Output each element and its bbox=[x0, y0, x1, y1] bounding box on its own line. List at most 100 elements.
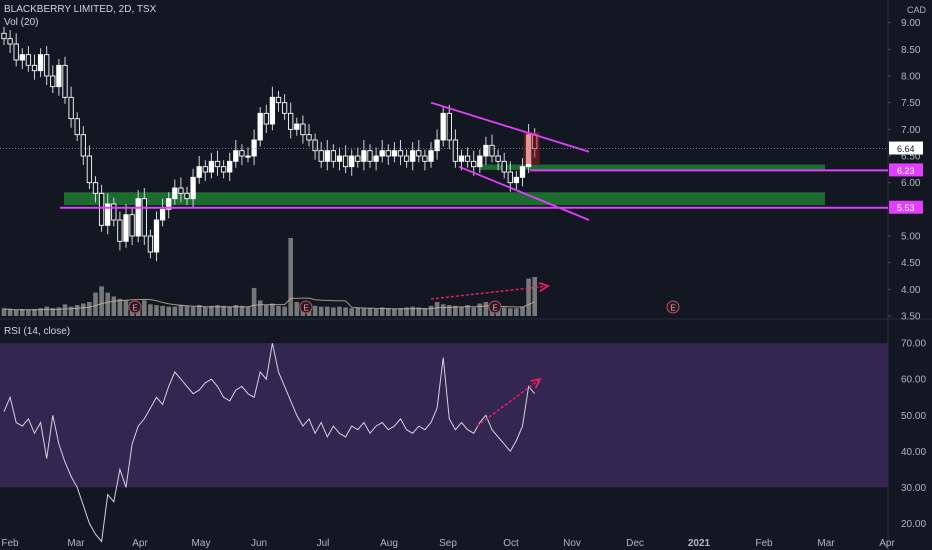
rsi-tick-label-5: 70.00 bbox=[901, 339, 926, 350]
candle bbox=[7, 30, 13, 54]
price-tick-label-11: 9.00 bbox=[901, 18, 921, 29]
candle-body bbox=[31, 64, 38, 72]
candle-body bbox=[525, 134, 532, 168]
volume-bar bbox=[520, 306, 525, 316]
candle bbox=[184, 186, 190, 206]
volume-bar bbox=[379, 307, 385, 316]
candle bbox=[391, 142, 398, 163]
candle-body bbox=[312, 139, 318, 152]
candle-body bbox=[495, 155, 501, 162]
rsi-indicator-label[interactable]: RSI (14, close) bbox=[4, 326, 71, 337]
trend-drawings[interactable] bbox=[0, 101, 888, 300]
candle-body bbox=[483, 144, 489, 157]
price-tick-label-8: 7.50 bbox=[901, 98, 921, 109]
volume-bar bbox=[398, 308, 403, 316]
volume-bar bbox=[111, 296, 117, 316]
volume-bar bbox=[459, 306, 464, 316]
volume-bar bbox=[26, 309, 31, 316]
candle-body bbox=[227, 160, 233, 173]
volume-bar bbox=[233, 305, 239, 316]
candle-body bbox=[349, 155, 355, 168]
candle-body bbox=[336, 155, 343, 162]
candle-body bbox=[68, 96, 74, 120]
candle-body bbox=[7, 38, 13, 45]
candle bbox=[397, 140, 404, 166]
candle bbox=[300, 115, 306, 144]
candle-body bbox=[196, 166, 202, 178]
candle-body bbox=[62, 64, 68, 98]
candle-body bbox=[342, 155, 349, 168]
rsi-pane[interactable] bbox=[0, 343, 888, 543]
candle-body bbox=[178, 187, 184, 194]
volume-bar bbox=[483, 301, 489, 316]
candle-body bbox=[385, 150, 391, 157]
candle bbox=[318, 142, 324, 168]
last-price-badge bbox=[889, 141, 923, 155]
candle-body bbox=[519, 166, 526, 178]
highlight-box bbox=[523, 132, 540, 164]
volume-bar bbox=[44, 306, 49, 316]
candle-body bbox=[275, 96, 282, 104]
candle-body bbox=[172, 187, 178, 200]
time-axis[interactable]: Feb Mar Apr May Jun Jul Aug Sep Oct Nov Dec 2021 Feb… bbox=[1, 538, 895, 549]
candle bbox=[1, 26, 7, 46]
volume-bar bbox=[117, 298, 123, 316]
volume-bar bbox=[514, 308, 519, 316]
time-tick-label-10: Dec bbox=[626, 538, 644, 549]
candle bbox=[233, 140, 239, 168]
candle bbox=[403, 149, 410, 168]
time-tick-label-6: Aug bbox=[380, 538, 398, 549]
volume-bar bbox=[276, 305, 281, 316]
volume-bar bbox=[123, 300, 129, 316]
candle bbox=[379, 140, 385, 163]
level-badge-0 bbox=[889, 163, 923, 177]
candle bbox=[495, 149, 501, 171]
candle bbox=[349, 149, 355, 176]
price-tick-label-1: 4.00 bbox=[901, 285, 921, 296]
candle-body bbox=[190, 176, 196, 200]
candle bbox=[330, 144, 337, 168]
candle-body bbox=[141, 198, 147, 237]
level-badge-value-1: 5.53 bbox=[897, 203, 915, 213]
candle-body bbox=[434, 139, 440, 152]
volume-bar bbox=[1, 308, 7, 316]
candle bbox=[251, 129, 257, 166]
candle-body bbox=[251, 139, 257, 157]
time-tick-label-1: Mar bbox=[67, 538, 85, 549]
time-tick-label-9: Nov bbox=[563, 538, 581, 549]
volume-bar bbox=[501, 307, 507, 316]
candle-body bbox=[458, 155, 465, 162]
candle bbox=[263, 104, 269, 134]
volume-bar bbox=[13, 309, 19, 316]
volume-bar bbox=[312, 305, 318, 316]
candle bbox=[92, 176, 99, 203]
price-axis[interactable]: 3.504.004.505.005.506.006.507.007.508.00… bbox=[888, 18, 926, 530]
candle-body bbox=[324, 150, 330, 162]
rsi-tick-label-3: 50.00 bbox=[901, 411, 926, 422]
candle-body bbox=[74, 118, 80, 136]
time-tick-label-8: Oct bbox=[503, 538, 519, 549]
candlesticks[interactable] bbox=[1, 26, 538, 262]
candle-body bbox=[373, 155, 379, 162]
candle-body bbox=[477, 155, 483, 168]
price-tick-label-10: 8.50 bbox=[901, 45, 921, 56]
candle bbox=[123, 204, 129, 248]
candle bbox=[294, 117, 300, 136]
candle bbox=[135, 190, 141, 243]
volume-bar bbox=[373, 308, 379, 316]
candle bbox=[257, 106, 263, 147]
candle-body bbox=[166, 198, 172, 210]
candle bbox=[452, 129, 459, 168]
candle bbox=[501, 152, 507, 179]
rsi-tick-label-4: 60.00 bbox=[901, 375, 926, 386]
candle-body bbox=[159, 208, 166, 221]
time-tick-label-4: Jun bbox=[251, 538, 267, 549]
candle-body bbox=[288, 112, 294, 130]
volume-bar bbox=[532, 277, 537, 316]
candle-body bbox=[56, 64, 62, 88]
volume-bar bbox=[440, 304, 446, 316]
symbol-title[interactable]: BLACKBERRY LIMITED, 2D, TSX bbox=[4, 4, 157, 15]
volume-indicator-label[interactable]: Vol (20) bbox=[4, 17, 39, 28]
